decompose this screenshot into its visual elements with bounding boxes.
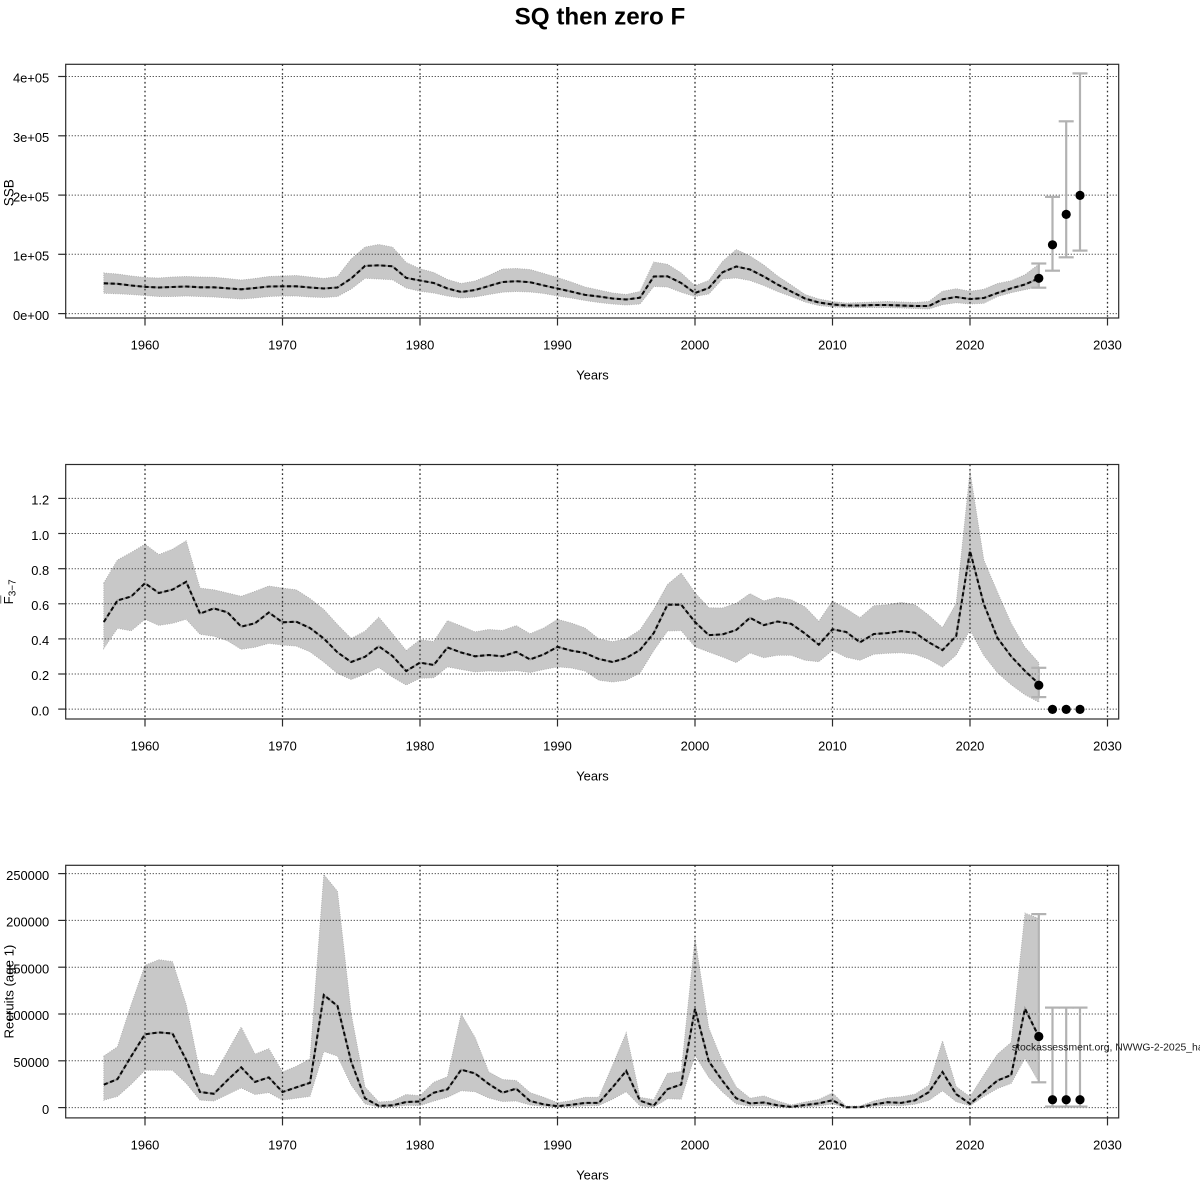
svg-text:250000: 250000 (6, 868, 49, 883)
svg-text:1970: 1970 (268, 739, 297, 754)
svg-text:1970: 1970 (268, 1138, 297, 1153)
svg-text:2e+05: 2e+05 (13, 189, 49, 204)
svg-text:2020: 2020 (956, 739, 985, 754)
svg-text:Years: Years (576, 1167, 609, 1182)
svg-text:0.0: 0.0 (31, 703, 49, 718)
svg-text:200000: 200000 (6, 915, 49, 930)
svg-text:1.2: 1.2 (31, 493, 49, 508)
svg-text:2000: 2000 (681, 338, 710, 353)
svg-text:3e+05: 3e+05 (13, 130, 49, 145)
svg-text:1980: 1980 (406, 1138, 435, 1153)
svg-text:1990: 1990 (543, 338, 572, 353)
svg-text:1980: 1980 (406, 338, 435, 353)
svg-text:SQ then zero F: SQ then zero F (515, 3, 686, 30)
svg-text:2000: 2000 (681, 739, 710, 754)
svg-text:0.4: 0.4 (31, 633, 49, 648)
svg-text:Recruits (age 1): Recruits (age 1) (1, 945, 16, 1039)
svg-text:1970: 1970 (268, 338, 297, 353)
svg-text:1960: 1960 (131, 338, 160, 353)
svg-text:0.2: 0.2 (31, 668, 49, 683)
svg-text:1.0: 1.0 (31, 528, 49, 543)
svg-text:1960: 1960 (131, 739, 160, 754)
svg-text:1960: 1960 (131, 1138, 160, 1153)
svg-text:2030: 2030 (1093, 1138, 1122, 1153)
svg-text:Years: Years (576, 367, 609, 382)
svg-text:150000: 150000 (6, 961, 49, 976)
svg-text:2000: 2000 (681, 1138, 710, 1153)
svg-text:2010: 2010 (818, 338, 847, 353)
svg-text:2010: 2010 (818, 739, 847, 754)
svg-text:0e+00: 0e+00 (13, 308, 49, 323)
svg-text:1990: 1990 (543, 739, 572, 754)
svg-text:0: 0 (42, 1102, 49, 1117)
svg-text:50000: 50000 (13, 1055, 49, 1070)
svg-text:SSB: SSB (1, 179, 16, 206)
svg-text:2020: 2020 (956, 1138, 985, 1153)
svg-text:4e+05: 4e+05 (13, 71, 49, 86)
svg-text:2020: 2020 (956, 338, 985, 353)
svg-text:2010: 2010 (818, 1138, 847, 1153)
svg-text:Years: Years (576, 768, 609, 783)
svg-text:0.8: 0.8 (31, 563, 49, 578)
svg-text:100000: 100000 (6, 1008, 49, 1023)
svg-text:0.6: 0.6 (31, 598, 49, 613)
svg-text:1980: 1980 (406, 739, 435, 754)
svg-text:1990: 1990 (543, 1138, 572, 1153)
svg-text:2030: 2030 (1093, 739, 1122, 754)
svg-text:1e+05: 1e+05 (13, 249, 49, 264)
svg-text:stockassessment.org, NWWG-2-20: stockassessment.org, NWWG-2-2025_had (1012, 1043, 1200, 1054)
svg-text:2030: 2030 (1093, 338, 1122, 353)
